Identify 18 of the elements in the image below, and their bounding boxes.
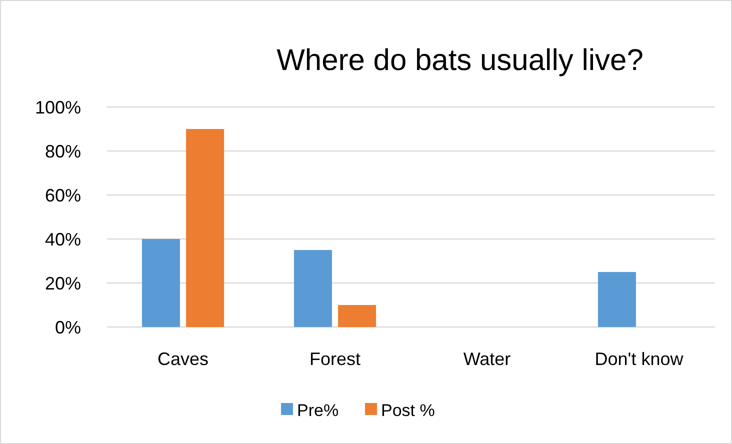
legend-label: Pre% <box>297 400 339 420</box>
y-tick-label: 0% <box>54 317 81 338</box>
legend-label: Post % <box>381 400 435 420</box>
x-tick-label: Forest <box>309 349 361 369</box>
bar <box>338 305 376 327</box>
bar <box>294 250 332 327</box>
y-tick-label: 100% <box>34 97 81 118</box>
bar <box>186 129 224 327</box>
chart-title: Where do bats usually live? <box>276 44 644 77</box>
x-tick-label: Don't know <box>594 349 684 369</box>
bar <box>142 239 180 327</box>
y-tick-label: 60% <box>44 185 81 206</box>
x-tick-label: Caves <box>157 349 209 369</box>
x-tick-label: Water <box>463 349 511 369</box>
y-tick-label: 40% <box>44 229 81 250</box>
y-tick-label: 80% <box>44 141 81 162</box>
bar <box>598 272 636 327</box>
y-tick-label: 20% <box>44 273 81 294</box>
